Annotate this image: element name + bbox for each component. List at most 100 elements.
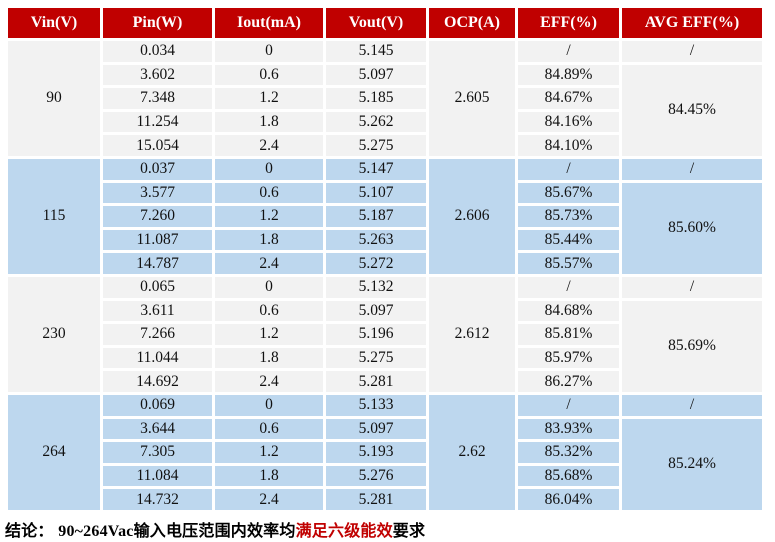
eff-cell: 84.10%	[518, 135, 619, 156]
iout-cell: 0	[215, 394, 323, 416]
table-row: 90 0.034 0 5.145 2.605//	[8, 41, 762, 156]
table-row: 14.732 2.4 5.281 86.04%	[8, 489, 762, 510]
vout-cell: 5.196	[326, 324, 426, 345]
iout-cell: 1.8	[215, 347, 323, 369]
table-row: 7.348 1.2 5.185 84.67%	[8, 88, 762, 109]
eff-cell: 83.93%	[518, 418, 619, 440]
vout-cell: 5.097	[326, 418, 426, 440]
eff-cell: 85.67%	[518, 182, 619, 204]
vout-cell: 5.263	[326, 229, 426, 251]
table-row: 3.577 0.6 5.107 85.67% 85.60%	[8, 182, 762, 274]
eff-cell: 84.68%	[518, 300, 619, 322]
conclusion-text-before: 输入电压范围内效率均	[133, 522, 296, 540]
vin-cell: 115	[8, 158, 100, 274]
table-row: 230 0.065 0 5.132 2.612//	[8, 276, 762, 392]
vout-cell: 5.276	[326, 465, 426, 487]
vout-cell: 5.281	[326, 371, 426, 392]
eff-cell: 86.04%	[518, 489, 619, 510]
avg-eff-cell: 84.45%	[622, 64, 762, 156]
eff-cell: 85.73%	[518, 206, 619, 227]
iout-cell: 2.4	[215, 371, 323, 392]
table-row: 11.084 1.8 5.276 85.68%	[8, 465, 762, 487]
avg-eff-slash-cell: /	[622, 41, 762, 62]
pin-cell: 11.084	[103, 465, 212, 487]
iout-cell: 1.8	[215, 229, 323, 251]
vout-cell: 5.185	[326, 88, 426, 109]
header-row: Vin(V) Pin(W) Iout(mA) Vout(V) OCP(A) EF…	[8, 8, 762, 38]
vout-cell: 5.097	[326, 64, 426, 86]
iout-cell: 0.6	[215, 418, 323, 440]
pin-cell: 14.732	[103, 489, 212, 510]
pin-cell: 0.034	[103, 41, 212, 62]
eff-cell: 86.27%	[518, 371, 619, 392]
conclusion-text-after: 要求	[392, 522, 426, 540]
iout-cell: 1.2	[215, 324, 323, 345]
vout-cell: 5.262	[326, 111, 426, 133]
iout-cell: 0.6	[215, 300, 323, 322]
vout-cell: 5.132	[326, 276, 426, 298]
table-row: 11.087 1.8 5.263 85.44%	[8, 229, 762, 251]
pin-cell: 7.260	[103, 206, 212, 227]
vin-cell: 230	[8, 276, 100, 392]
vout-cell: 5.187	[326, 206, 426, 227]
avg-eff-slash-cell: /	[622, 276, 762, 298]
pin-cell: 15.054	[103, 135, 212, 156]
table-body: 90 0.034 0 5.145 2.605//3.602 0.6 5.097 84.89% 8…	[8, 41, 762, 510]
eff-cell: /	[518, 276, 619, 298]
pin-cell: 14.692	[103, 371, 212, 392]
pin-cell: 3.602	[103, 64, 212, 86]
conclusion-label: 结论：	[5, 522, 54, 540]
pin-cell: 3.644	[103, 418, 212, 440]
table-row: 7.305 1.2 5.193 85.32%	[8, 442, 762, 463]
pin-cell: 0.037	[103, 158, 212, 180]
vout-cell: 5.275	[326, 135, 426, 156]
table-row: 14.692 2.4 5.281 86.27%	[8, 371, 762, 392]
conclusion-line: 结论： 90~264Vac输入电压范围内效率均满足六级能效要求	[5, 517, 775, 541]
table-row: 3.644 0.6 5.097 83.93% 85.24%	[8, 418, 762, 510]
col-header-ocp: OCP(A)	[429, 8, 515, 38]
col-header-vin: Vin(V)	[8, 8, 100, 38]
eff-cell: /	[518, 394, 619, 416]
vout-cell: 5.147	[326, 158, 426, 180]
pin-cell: 7.266	[103, 324, 212, 345]
ocp-cell: 2.606	[429, 158, 515, 274]
avg-eff-slash-cell: /	[622, 394, 762, 416]
vout-cell: 5.272	[326, 253, 426, 274]
table-row: 3.602 0.6 5.097 84.89% 84.45%	[8, 64, 762, 156]
ocp-cell: 2.62	[429, 394, 515, 510]
table-row: 11.254 1.8 5.262 84.16%	[8, 111, 762, 133]
iout-cell: 0	[215, 276, 323, 298]
eff-cell: 85.32%	[518, 442, 619, 463]
eff-cell: 84.67%	[518, 88, 619, 109]
avg-eff-cell: 85.60%	[622, 182, 762, 274]
eff-cell: 85.81%	[518, 324, 619, 345]
iout-cell: 2.4	[215, 135, 323, 156]
vout-cell: 5.107	[326, 182, 426, 204]
table-row: 11.044 1.8 5.275 85.97%	[8, 347, 762, 369]
vout-cell: 5.097	[326, 300, 426, 322]
eff-cell: 85.57%	[518, 253, 619, 274]
pin-cell: 11.044	[103, 347, 212, 369]
table-row: 264 0.069 0 5.133 2.62//	[8, 394, 762, 510]
pin-cell: 7.348	[103, 88, 212, 109]
table-row: 115 0.037 0 5.147 2.606//	[8, 158, 762, 274]
iout-cell: 2.4	[215, 253, 323, 274]
pin-cell: 11.087	[103, 229, 212, 251]
eff-cell: 84.89%	[518, 64, 619, 86]
table-row: 7.260 1.2 5.187 85.73%	[8, 206, 762, 227]
vout-cell: 5.193	[326, 442, 426, 463]
table-row: 7.266 1.2 5.196 85.81%	[8, 324, 762, 345]
col-header-eff: EFF(%)	[518, 8, 619, 38]
table-row: 14.787 2.4 5.272 85.57%	[8, 253, 762, 274]
ocp-cell: 2.612	[429, 276, 515, 392]
iout-cell: 2.4	[215, 489, 323, 510]
vout-cell: 5.145	[326, 41, 426, 62]
pin-cell: 0.065	[103, 276, 212, 298]
iout-cell: 0.6	[215, 64, 323, 86]
vout-cell: 5.281	[326, 489, 426, 510]
eff-cell: 85.44%	[518, 229, 619, 251]
col-header-pin: Pin(W)	[103, 8, 212, 38]
iout-cell: 0	[215, 41, 323, 62]
iout-cell: 1.8	[215, 465, 323, 487]
eff-cell: 84.16%	[518, 111, 619, 133]
